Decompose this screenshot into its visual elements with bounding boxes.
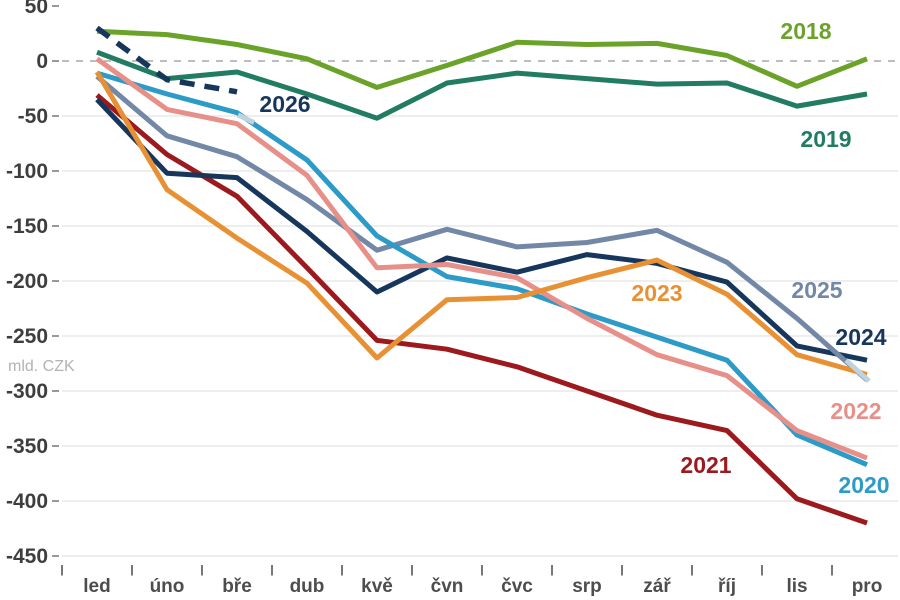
series-line-2018: [96, 28, 868, 90]
series-label-2019: 2019: [800, 126, 851, 152]
x-tick-label: říj: [718, 576, 736, 597]
y-tick-label: -450: [6, 545, 48, 568]
series-line-2019: [96, 49, 868, 121]
series-label-2026: 2026: [259, 91, 310, 117]
series-label-2020: 2020: [838, 472, 889, 498]
y-tick-label: 50: [25, 0, 48, 18]
x-tick-label: pro: [852, 576, 883, 597]
x-tick-label: led: [83, 576, 110, 597]
highlight-segment: [844, 358, 871, 383]
series-label-2025: 2025: [791, 277, 842, 303]
x-tick-label: lis: [786, 576, 807, 597]
series-line-2022: [95, 56, 868, 461]
y-tick-label: -400: [6, 490, 48, 513]
series-lines: [94, 25, 869, 526]
y-tick-label: -150: [6, 215, 48, 238]
x-tick-label: bře: [222, 576, 252, 597]
series-line-2026: [95, 25, 238, 95]
series-label-2022: 2022: [830, 398, 881, 424]
x-axis-labels: led úno bře dub kvě čvn čvc srp zář říj lis pro: [61, 565, 883, 597]
series-line-2020: [96, 70, 868, 468]
series-line-2024: [95, 97, 868, 363]
y-axis-labels: 50 0 -50 -100 -150 -200 -250 -300 -350 -400 -450: [6, 0, 59, 568]
x-tick-label: čvn: [431, 576, 464, 597]
y-tick-label: -200: [6, 270, 48, 293]
y-tick-label: -350: [6, 435, 48, 458]
x-tick-label: zář: [643, 576, 671, 597]
series-year-labels: 2021 2024 2025 2020 2022 2023 2019 2018 2026: [259, 18, 889, 498]
x-tick-label: srp: [572, 576, 602, 597]
y-tick-label: 0: [36, 50, 48, 73]
y-tick-label: -300: [6, 380, 48, 403]
gridlines: [62, 60, 898, 557]
series-label-2021: 2021: [680, 452, 731, 478]
series-line-2023: [94, 70, 868, 377]
highlight-segment: [236, 112, 256, 125]
y-tick-label: -250: [6, 325, 48, 348]
series-label-2023: 2023: [631, 280, 682, 306]
series-line-2025: [95, 74, 869, 382]
y-tick-label: -100: [6, 160, 48, 183]
x-tick-label: dub: [290, 576, 325, 597]
x-tick-label: úno: [150, 576, 185, 597]
x-tick-label: kvě: [361, 576, 393, 597]
y-axis-unit-label: mld. CZK: [8, 358, 75, 375]
series-label-2018: 2018: [780, 18, 831, 44]
x-tick-label: čvc: [501, 576, 533, 597]
series-label-2024: 2024: [835, 324, 886, 350]
series-line-2021: [95, 93, 868, 526]
y-tick-label: -50: [18, 105, 48, 128]
line-highlight-segments: [236, 112, 871, 383]
